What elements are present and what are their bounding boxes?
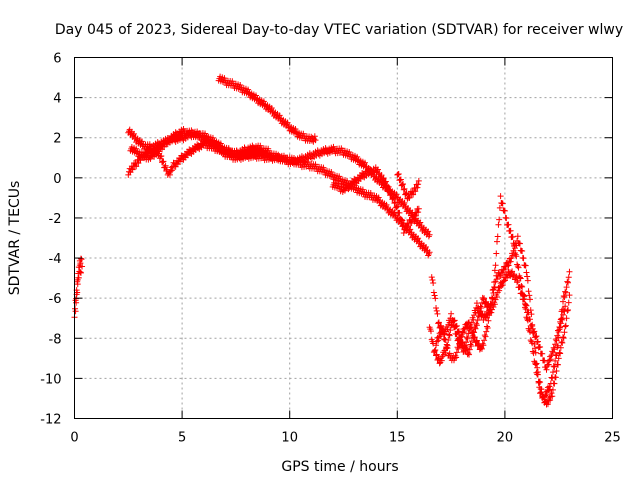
chart-title: Day 045 of 2023, Sidereal Day-to-day VTE… bbox=[55, 22, 623, 38]
y-axis-label: SDTVAR / TECUs bbox=[7, 181, 23, 296]
series-seg-early-b bbox=[72, 262, 84, 315]
series-seg-c bbox=[125, 138, 272, 178]
axis-ticks: 0 5 10 15 20 25 -12 -10 -8 -6 -4 -2 0 2 4 6 bbox=[40, 52, 621, 446]
series-seg-b bbox=[127, 125, 433, 240]
plus-marks bbox=[433, 193, 569, 373]
y-tick-label: 4 bbox=[53, 92, 61, 107]
plus-marks bbox=[127, 125, 433, 240]
data-points bbox=[71, 73, 573, 408]
plot-frame bbox=[74, 57, 613, 419]
y-tick-label: -8 bbox=[49, 332, 62, 347]
plus-marks bbox=[394, 171, 422, 202]
y-tick-label: -10 bbox=[40, 372, 61, 387]
plus-marks bbox=[329, 164, 422, 236]
plus-marks bbox=[215, 73, 319, 145]
x-tick-label: 20 bbox=[497, 431, 514, 446]
y-tick-label: 2 bbox=[53, 132, 61, 147]
plus-marks bbox=[125, 138, 272, 178]
series-seg-d bbox=[215, 73, 319, 145]
y-tick-label: -6 bbox=[49, 292, 62, 307]
series-seg-f bbox=[394, 171, 422, 202]
y-tick-label: -12 bbox=[40, 413, 61, 428]
y-tick-label: 0 bbox=[53, 172, 61, 187]
grid bbox=[74, 57, 613, 419]
x-tick-label: 5 bbox=[178, 431, 186, 446]
plus-marks bbox=[72, 262, 84, 315]
series-seg-e bbox=[329, 164, 422, 236]
plus-marks bbox=[125, 126, 433, 259]
x-tick-label: 15 bbox=[389, 431, 406, 446]
x-axis-label: GPS time / hours bbox=[281, 459, 398, 475]
y-tick-label: 6 bbox=[53, 52, 61, 67]
x-tick-label: 10 bbox=[281, 431, 298, 446]
series-seg-a bbox=[125, 126, 433, 259]
series-seg-i bbox=[433, 193, 569, 373]
y-tick-label: -4 bbox=[49, 252, 62, 267]
x-tick-label: 0 bbox=[70, 431, 78, 446]
y-tick-label: -2 bbox=[49, 212, 62, 227]
x-tick-label: 25 bbox=[604, 431, 621, 446]
